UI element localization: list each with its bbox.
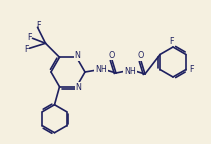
Text: F: F [190,65,194,74]
Text: F: F [24,45,29,54]
Text: NH: NH [95,66,107,74]
Text: F: F [170,36,174,46]
Text: O: O [138,52,144,60]
Text: N: N [76,83,81,92]
Text: O: O [109,51,115,59]
Text: F: F [27,33,32,42]
Text: NH: NH [124,67,136,75]
Text: F: F [36,21,41,30]
Text: N: N [74,51,80,60]
